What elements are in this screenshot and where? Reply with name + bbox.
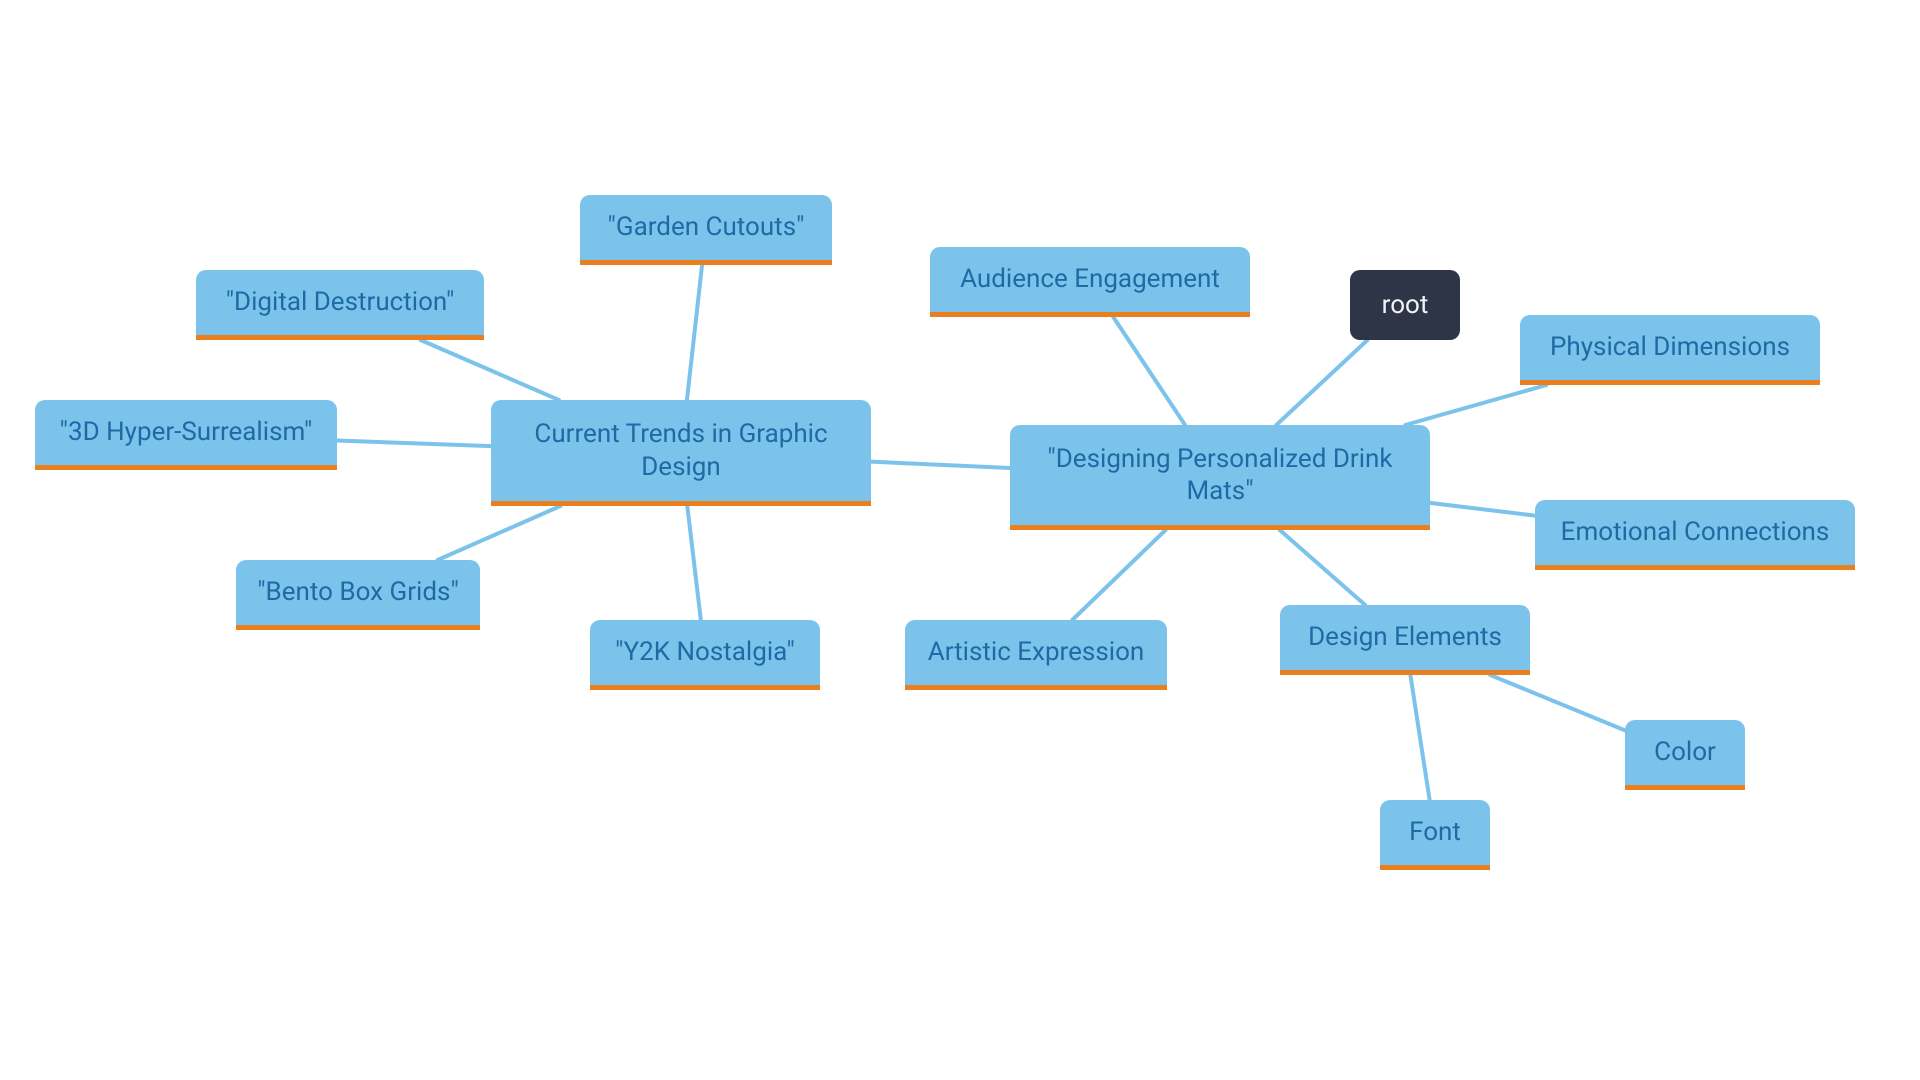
node-color[interactable]: Color — [1625, 720, 1745, 790]
node-y2k[interactable]: "Y2K Nostalgia" — [590, 620, 820, 690]
edge-mats-artistic — [1072, 530, 1165, 620]
mindmap-canvas: Current Trends in Graphic Design "Designi… — [0, 0, 1920, 1080]
node-garden[interactable]: "Garden Cutouts" — [580, 195, 832, 265]
edge-mats-physical — [1405, 385, 1546, 425]
node-bento[interactable]: "Bento Box Grids" — [236, 560, 480, 630]
edge-elements-font — [1410, 675, 1429, 800]
edge-mats-elements — [1280, 530, 1365, 605]
node-physical[interactable]: Physical Dimensions — [1520, 315, 1820, 385]
node-root[interactable]: root — [1350, 270, 1460, 340]
node-label: "Digital Destruction" — [226, 286, 455, 319]
edge-mats-emotional — [1430, 503, 1535, 516]
node-label: Font — [1409, 816, 1461, 849]
node-label: "3D Hyper-Surrealism" — [60, 416, 313, 449]
node-dd[interactable]: "Digital Destruction" — [196, 270, 484, 340]
node-label: Artistic Expression — [928, 636, 1145, 669]
edge-mats-root — [1276, 340, 1367, 425]
node-label: Color — [1654, 736, 1716, 769]
node-label: "Bento Box Grids" — [257, 576, 459, 609]
node-mats[interactable]: "Designing Personalized Drink Mats" — [1010, 425, 1430, 530]
node-elements[interactable]: Design Elements — [1280, 605, 1530, 675]
node-font[interactable]: Font — [1380, 800, 1490, 870]
node-trends[interactable]: Current Trends in Graphic Design — [491, 400, 871, 506]
node-label: Current Trends in Graphic Design — [509, 418, 853, 483]
edge-trends-y2k — [687, 506, 701, 620]
node-label: "Y2K Nostalgia" — [615, 636, 795, 669]
node-artistic[interactable]: Artistic Expression — [905, 620, 1167, 690]
edge-mats-audience — [1113, 317, 1185, 425]
node-label: root — [1382, 289, 1429, 322]
edge-elements-color — [1490, 675, 1625, 730]
edge-trends-hyper — [337, 440, 491, 446]
node-label: Emotional Connections — [1561, 516, 1830, 549]
edge-trends-bento — [438, 506, 561, 560]
node-label: "Garden Cutouts" — [608, 211, 805, 244]
edge-trends-dd — [421, 340, 559, 400]
node-label: Physical Dimensions — [1550, 331, 1790, 364]
edge-trends-garden — [687, 265, 702, 400]
node-emotional[interactable]: Emotional Connections — [1535, 500, 1855, 570]
node-hyper[interactable]: "3D Hyper-Surrealism" — [35, 400, 337, 470]
edge-trends-mats — [871, 462, 1010, 468]
node-label: "Designing Personalized Drink Mats" — [1028, 443, 1412, 508]
node-audience[interactable]: Audience Engagement — [930, 247, 1250, 317]
node-label: Audience Engagement — [960, 263, 1220, 296]
node-label: Design Elements — [1308, 621, 1502, 654]
